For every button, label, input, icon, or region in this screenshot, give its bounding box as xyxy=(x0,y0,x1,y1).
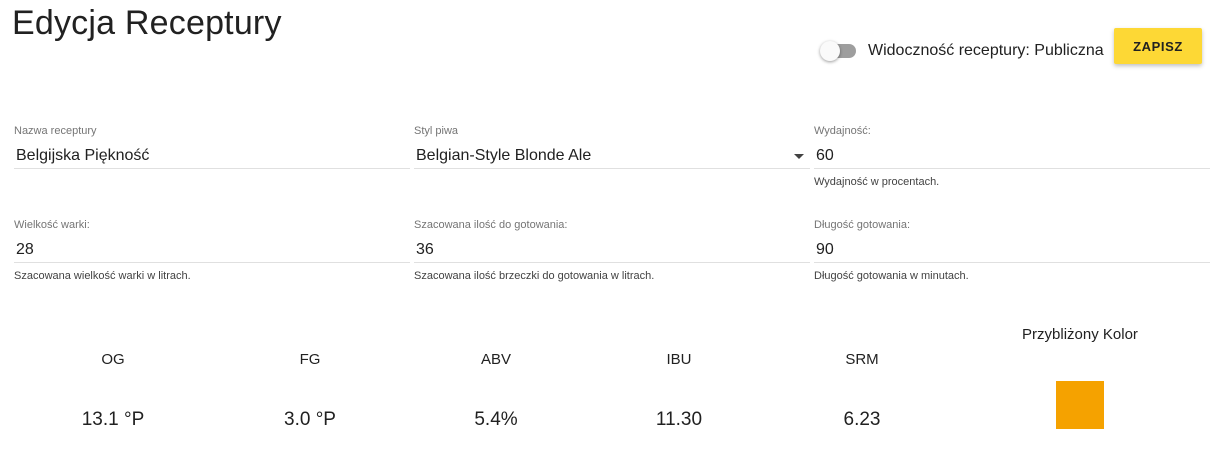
toggle-track[interactable] xyxy=(820,41,856,61)
page-title: Edycja Receptury xyxy=(12,4,282,42)
color-swatch xyxy=(1056,381,1104,429)
save-button[interactable]: ZAPISZ xyxy=(1114,28,1202,64)
stat-fg-label: FG xyxy=(299,351,321,368)
approx-color-label: Przybliżony Kolor xyxy=(1022,326,1138,343)
beer-style-value: Belgian-Style Blonde Ale xyxy=(416,147,592,164)
visibility-label: Widoczność receptury: Publiczna xyxy=(868,42,1104,59)
dropdown-arrow-icon[interactable] xyxy=(794,154,804,159)
boil-time-field: Długość gotowania: 90 Długość gotowania … xyxy=(814,219,1210,282)
efficiency-hint: Wydajność w procentach. xyxy=(814,176,940,188)
stat-ibu-label: IBU xyxy=(666,351,692,368)
efficiency-input[interactable]: 60 xyxy=(814,145,1210,169)
stat-og-value: 13.1 °P xyxy=(81,409,145,430)
boil-time-label: Długość gotowania: xyxy=(814,219,911,231)
batch-size-field: Wielkość warki: 28 Szacowana wielkość wa… xyxy=(14,219,410,282)
stat-srm-value: 6.23 xyxy=(843,409,881,430)
boil-size-input[interactable]: 36 xyxy=(414,239,810,263)
beer-style-field: Styl piwa Belgian-Style Blonde Ale xyxy=(414,125,810,169)
stat-fg-value: 3.0 °P xyxy=(284,409,336,430)
stat-abv-value: 5.4% xyxy=(474,409,518,430)
boil-size-hint: Szacowana ilość brzeczki do gotowania w … xyxy=(414,270,655,282)
efficiency-label: Wydajność: xyxy=(814,125,871,137)
toggle-thumb[interactable] xyxy=(820,41,840,61)
recipe-name-field: Nazwa receptury Belgijska Piękność xyxy=(14,125,410,169)
beer-style-label: Styl piwa xyxy=(414,125,459,137)
recipe-name-input[interactable]: Belgijska Piękność xyxy=(14,145,410,169)
beer-style-select[interactable]: Belgian-Style Blonde Ale xyxy=(414,145,810,169)
batch-size-input[interactable]: 28 xyxy=(14,239,410,263)
batch-size-label: Wielkość warki: xyxy=(14,219,90,231)
visibility-toggle[interactable]: Widoczność receptury: Publiczna xyxy=(820,41,1104,61)
stat-abv-label: ABV xyxy=(480,351,511,368)
efficiency-field: Wydajność: 60 Wydajność w procentach. xyxy=(814,125,1210,188)
stat-ibu-value: 11.30 xyxy=(655,409,703,430)
batch-size-hint: Szacowana wielkość warki w litrach. xyxy=(14,270,191,282)
approx-color: Przybliżony Kolor xyxy=(1000,326,1160,429)
boil-time-input[interactable]: 90 xyxy=(814,239,1210,263)
boil-size-label: Szacowana ilość do gotowania: xyxy=(414,219,568,231)
stat-srm-label: SRM xyxy=(845,351,879,368)
boil-time-hint: Długość gotowania w minutach. xyxy=(814,270,969,282)
recipe-name-label: Nazwa receptury xyxy=(14,125,97,137)
stat-og-label: OG xyxy=(101,351,125,368)
boil-size-field: Szacowana ilość do gotowania: 36 Szacowa… xyxy=(414,219,810,282)
